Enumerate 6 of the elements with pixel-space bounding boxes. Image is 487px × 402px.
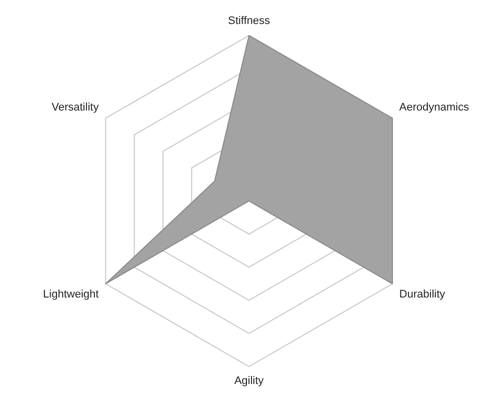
spoke-label: Agility <box>234 375 264 388</box>
spoke-label: Aerodynamics <box>399 102 470 114</box>
spoke-label: Durability <box>399 288 446 300</box>
spoke-label: Versatility <box>52 102 100 114</box>
spoke-label: Lightweight <box>43 288 99 300</box>
spoke-label: Stiffness <box>228 14 270 27</box>
